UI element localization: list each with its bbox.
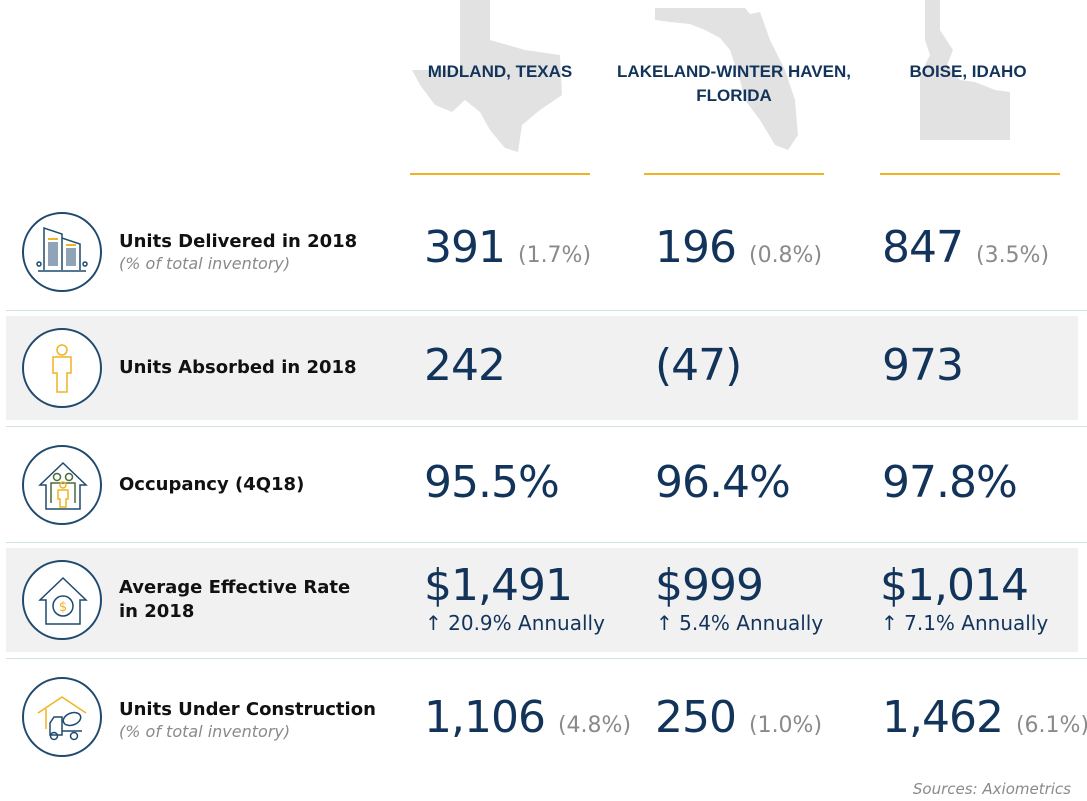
row-label: Occupancy (4Q18) [119,474,305,495]
header-underline [410,173,590,175]
metric-value: $999 [655,560,764,611]
idaho-silhouette [920,0,1010,140]
metric-value: 391 (1.7%) [424,222,592,273]
row-background [6,548,1078,652]
row-label: Average Effective Rate in 2018 [119,577,351,622]
florida-silhouette [655,8,798,150]
row-label: Units Under Construction (% of total inve… [119,699,376,741]
row-label: Units Absorbed in 2018 [119,357,357,378]
row-background [6,316,1078,420]
buildings-icon [22,212,102,292]
row-divider [6,426,1087,427]
metric-value: 96.4% [655,457,791,508]
metric-value: 1,106 (4.8%) [424,692,632,743]
row-label: Units Delivered in 2018 (% of total inven… [119,231,358,273]
row-divider [6,658,1087,659]
texas-silhouette [412,0,562,152]
cement-truck-icon [22,677,102,757]
family-house-icon [22,445,102,525]
person-icon [22,328,102,408]
svg-text:$: $ [59,600,67,615]
metric-value: $1,491 [424,560,573,611]
metric-value: $1,014 [880,560,1029,611]
metric-value: 973 [882,340,964,391]
annual-change: ↑ 5.4% Annually [656,611,824,635]
header-underline [880,173,1060,175]
header-underline [644,173,824,175]
metric-value: 1,462 (6.1%) [882,692,1087,743]
metric-value: 97.8% [882,457,1018,508]
row-divider [6,310,1087,311]
source-note: Sources: Axiometrics [912,780,1071,798]
market-header: LAKELAND-WINTER HAVEN, FLORIDA [617,62,851,105]
metric-value: (47) [655,340,742,391]
metric-value: 95.5% [424,457,560,508]
metric-value: 242 [424,340,506,391]
annual-change: ↑ 7.1% Annually [881,611,1049,635]
metric-value: 250 (1.0%) [655,692,823,743]
market-header: BOISE, IDAHO [909,62,1027,81]
annual-change: ↑ 20.9% Annually [425,611,605,635]
row-divider [6,542,1087,543]
house-dollar-icon: $ [22,560,102,640]
metric-value: 847 (3.5%) [882,222,1050,273]
market-header: MIDLAND, TEXAS [427,62,573,81]
metric-value: 196 (0.8%) [655,222,823,273]
